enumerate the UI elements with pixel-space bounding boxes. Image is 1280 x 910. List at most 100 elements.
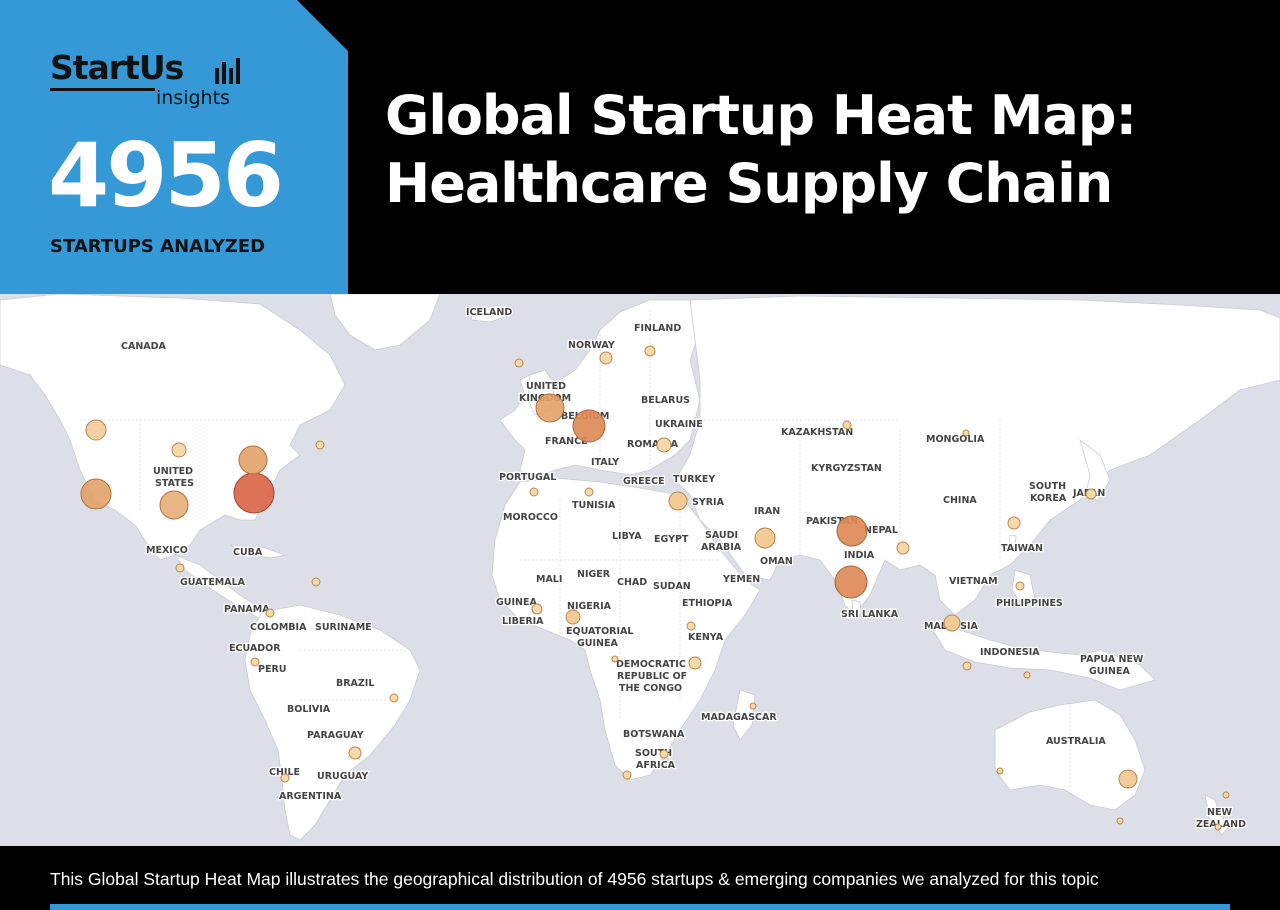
land-japan [1079, 438, 1111, 501]
label-united-states: UNITED STATES [153, 466, 194, 489]
startup-count: 4956 [48, 124, 284, 227]
label-yemen: YEMEN [722, 574, 760, 585]
bubble-cape-town[interactable] [622, 770, 632, 780]
label-kenya: KENYA [688, 632, 724, 643]
label-bolivia: BOLIVIA [287, 704, 331, 715]
label-south-africa: SOUTH AFRICA [635, 748, 676, 771]
bubble-turkey[interactable] [668, 491, 688, 511]
label-canada: CANADA [121, 341, 167, 352]
label-madagascar: MADAGASCAR [701, 712, 777, 723]
bubble-portugal[interactable] [529, 487, 539, 497]
label-equatorial-guinea: EQUATORIAL GUINEA [566, 626, 633, 649]
label-saudi-line1: SAUDI [705, 530, 738, 541]
label-paraguay: PARAGUAY [307, 730, 364, 741]
bubble-ecuador[interactable] [250, 657, 260, 667]
bubble-india-north[interactable] [836, 515, 868, 547]
label-us-line1: UNITED [153, 466, 193, 477]
bubble-us-midwest[interactable] [171, 442, 187, 458]
bubble-united-kingdom[interactable] [535, 393, 565, 423]
bubble-us-texas[interactable] [159, 490, 189, 520]
label-philippines: PHILIPPINES [996, 598, 1063, 609]
label-nz-line2: ZEALAND [1196, 819, 1246, 830]
bubble-panama[interactable] [265, 608, 275, 618]
bubble-australia-southeast[interactable] [1118, 769, 1138, 789]
bubble-india-south[interactable] [834, 565, 868, 599]
world-map: ICELAND FINLAND NORWAY CANADA UNITEDKING… [0, 294, 1280, 846]
bubble-finland[interactable] [644, 345, 656, 357]
land-greenland [329, 294, 441, 351]
label-nigeria: NIGERIA [567, 601, 612, 612]
bubble-tunisia[interactable] [584, 487, 594, 497]
bubble-nigeria[interactable] [565, 609, 581, 625]
bubble-indonesia-west[interactable] [962, 661, 972, 671]
bubble-mexico[interactable] [175, 563, 185, 573]
label-ukraine: UKRAINE [655, 419, 703, 430]
bubble-us-northwest[interactable] [85, 419, 107, 441]
bubble-new-zealand-north[interactable] [1222, 791, 1230, 799]
bubble-us-california[interactable] [80, 478, 112, 510]
bubble-indonesia-east[interactable] [1023, 671, 1031, 679]
bubble-norway[interactable] [599, 351, 613, 365]
land-caribbean [229, 544, 287, 559]
bubble-china-east[interactable] [1007, 516, 1021, 530]
label-eq-guinea-line1: EQUATORIAL [566, 626, 633, 637]
bubble-guinea[interactable] [531, 603, 543, 615]
bubble-us-northeast[interactable] [238, 445, 268, 475]
bubble-congo[interactable] [611, 655, 619, 663]
bubble-iceland[interactable] [514, 358, 524, 368]
bubble-mongolia[interactable] [962, 429, 970, 437]
badge-corner-cut [297, 0, 349, 52]
land-africa [491, 477, 761, 781]
land-taiwan [1008, 534, 1017, 549]
label-panama: PANAMA [224, 604, 270, 615]
bubble-romania[interactable] [656, 437, 672, 453]
bubble-germany[interactable] [572, 409, 606, 443]
bubble-canada-atlantic[interactable] [315, 440, 325, 450]
label-ecuador: ECUADOR [229, 643, 281, 654]
label-liberia: LIBERIA [502, 616, 544, 627]
map-canvas: ICELAND FINLAND NORWAY CANADA UNITEDKING… [0, 294, 1280, 841]
bubble-brazil-south[interactable] [348, 746, 362, 760]
label-australia: AUSTRALIA [1046, 736, 1106, 747]
bubble-caribbean[interactable] [311, 577, 321, 587]
footer-description: This Global Startup Heat Map illustrates… [50, 869, 1099, 889]
footer-accent-bar [50, 904, 1230, 910]
bubble-chile[interactable] [280, 773, 290, 783]
bubble-philippines[interactable] [1015, 581, 1025, 591]
label-new-zealand: NEW ZEALAND [1196, 807, 1246, 830]
label-guatemala: GUATEMALA [180, 577, 246, 588]
logo-underline [50, 88, 155, 91]
bubble-tasmania[interactable] [1116, 817, 1124, 825]
bubble-tanzania[interactable] [688, 656, 702, 670]
label-niger: NIGER [577, 569, 611, 580]
label-sri-lanka: SRI LANKA [841, 609, 899, 620]
bubble-bangladesh[interactable] [896, 541, 910, 555]
country-labels: ICELAND FINLAND NORWAY CANADA UNITEDKING… [120, 306, 1248, 832]
bubble-singapore[interactable] [943, 614, 961, 632]
label-taiwan: TAIWAN [1001, 543, 1043, 554]
label-png-line1: PAPUA NEW [1080, 654, 1144, 665]
bubble-new-zealand-south[interactable] [1214, 823, 1222, 831]
bubble-south-africa[interactable] [659, 749, 669, 759]
label-korea-line2: KOREA [1030, 493, 1067, 504]
land-asia [674, 295, 1280, 616]
bubble-uae[interactable] [754, 527, 776, 549]
land-indonesia [929, 624, 1156, 691]
bubble-kazakhstan[interactable] [842, 420, 852, 430]
page-title: Global Startup Heat Map: Healthcare Supp… [385, 82, 1137, 218]
label-china: CHINA [943, 495, 977, 506]
bubble-japan[interactable] [1085, 488, 1097, 500]
bubble-kenya[interactable] [686, 621, 696, 631]
label-italy: ITALY [591, 457, 619, 468]
label-sudan: SUDAN [653, 581, 691, 592]
bubble-australia-west[interactable] [996, 767, 1004, 775]
bubble-madagascar[interactable] [749, 702, 757, 710]
label-argentina: ARGENTINA [279, 791, 342, 802]
label-guinea: GUINEA [496, 597, 537, 608]
bubble-us-east-coast[interactable] [233, 472, 275, 514]
label-chile: CHILE [269, 767, 300, 778]
label-kazakhstan: KAZAKHSTAN [781, 427, 853, 438]
bubble-brazil-east[interactable] [389, 693, 399, 703]
label-peru: PERU [258, 664, 286, 675]
label-oman: OMAN [760, 556, 793, 567]
